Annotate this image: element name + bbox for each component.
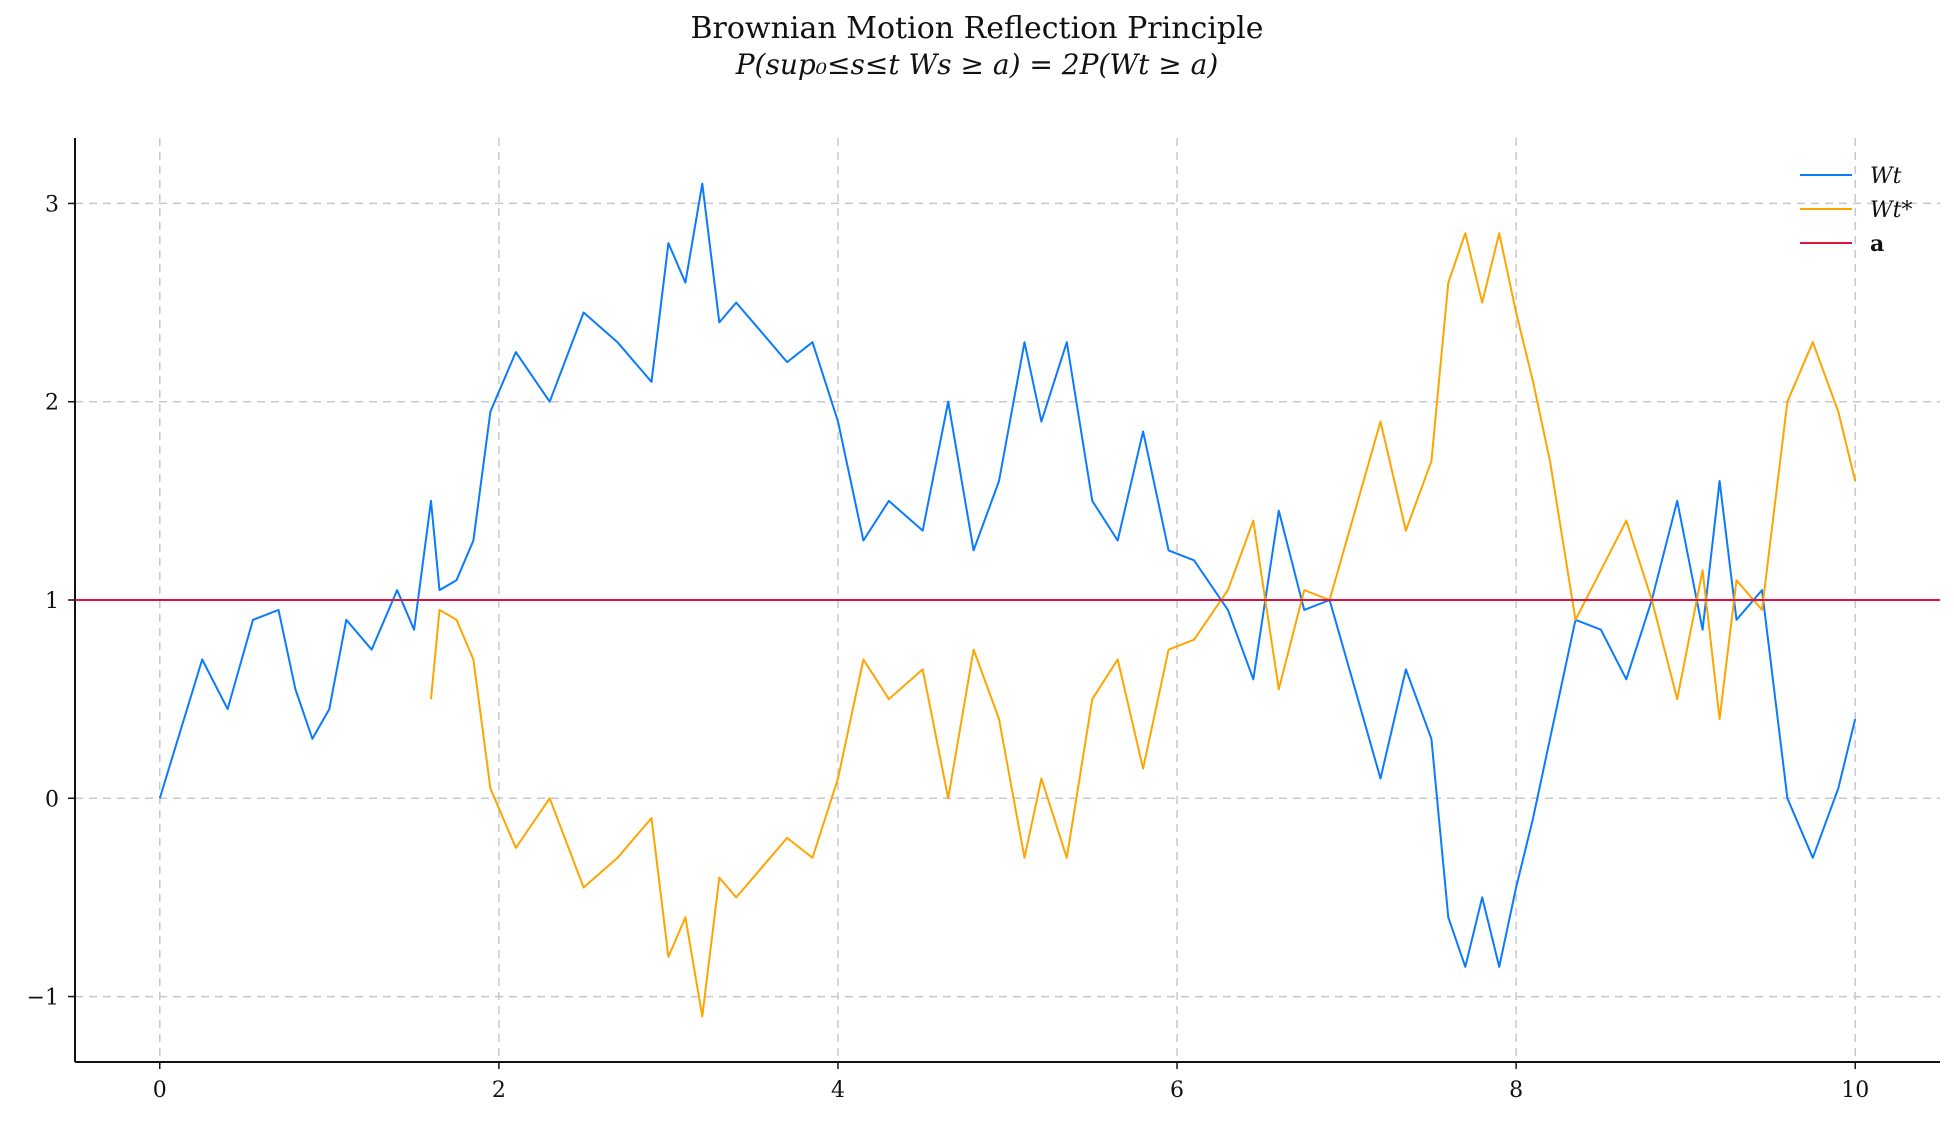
y-tick-label: 3 xyxy=(45,192,59,217)
series-line-wt-star xyxy=(430,232,1857,1018)
y-tick-label: 1 xyxy=(45,589,59,614)
x-tick-label: 4 xyxy=(831,1078,845,1103)
x-tick-label: 6 xyxy=(1170,1078,1184,1103)
x-tick-label: 8 xyxy=(1509,1078,1523,1103)
legend-label: Wt* xyxy=(1870,198,1912,223)
legend-label: Wt xyxy=(1870,164,1902,189)
x-tick-label: 0 xyxy=(153,1078,167,1103)
y-tick-label: 0 xyxy=(45,787,59,812)
chart-title-block: Brownian Motion Reflection Principle P(s… xyxy=(0,10,1954,82)
x-tick-label: 2 xyxy=(492,1078,506,1103)
y-tick-label: 2 xyxy=(45,391,59,416)
chart-subtitle: P(sup₀≤s≤t Ws ≥ a) = 2P(Wt ≥ a) xyxy=(735,48,1219,81)
x-tick-label: 10 xyxy=(1841,1078,1869,1103)
legend-label: a xyxy=(1870,231,1884,257)
y-tick-label: −1 xyxy=(27,986,59,1011)
chart-title: Brownian Motion Reflection Principle xyxy=(690,11,1264,46)
series-line-wt xyxy=(158,182,1857,968)
